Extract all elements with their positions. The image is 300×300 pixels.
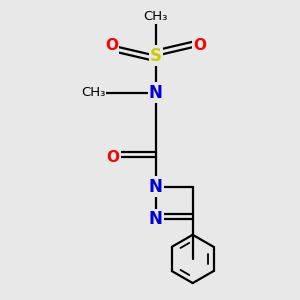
Text: S: S: [150, 47, 162, 65]
Text: O: O: [105, 38, 118, 53]
Text: CH₃: CH₃: [144, 11, 168, 23]
Text: N: N: [149, 210, 163, 228]
Text: N: N: [149, 178, 163, 196]
Text: CH₃: CH₃: [82, 86, 106, 99]
Text: O: O: [107, 150, 120, 165]
Text: N: N: [149, 84, 163, 102]
Text: O: O: [194, 38, 207, 53]
